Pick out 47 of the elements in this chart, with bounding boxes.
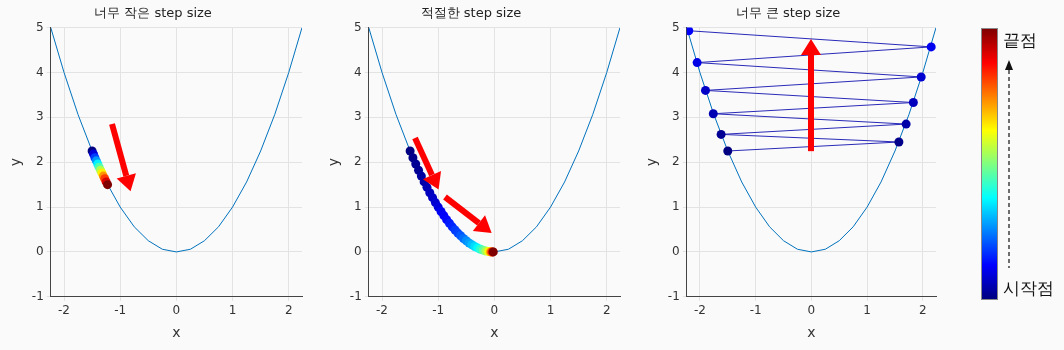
x-tick-label: 2 (284, 303, 293, 318)
x-tick-label: 0 (490, 303, 499, 318)
y-tick-label: 5 (672, 19, 680, 34)
x-tick-label: 0 (807, 303, 816, 318)
y-tick-label: 2 (36, 154, 44, 169)
y-tick-label: 3 (354, 109, 362, 124)
y-tick-label: 1 (36, 199, 44, 214)
y-tick-label: -1 (667, 288, 680, 303)
x-tick-label: -2 (58, 303, 71, 318)
x-axis-title: x (490, 324, 499, 341)
chart-title: 너무 작은 step size (94, 5, 212, 21)
x-tick-label: 0 (172, 303, 181, 318)
x-axis-title: x (807, 324, 816, 341)
y-tick-label: 4 (36, 64, 44, 79)
x-tick-label: 2 (919, 303, 927, 318)
x-tick-label: -1 (114, 303, 127, 318)
y-tick-label: -1 (349, 288, 362, 303)
x-tick-label: 2 (602, 303, 611, 318)
y-tick-label: 5 (354, 19, 362, 34)
y-tick-label: 0 (354, 244, 362, 259)
x-tick-label: 1 (228, 303, 237, 318)
x-tick-label: 1 (863, 303, 871, 318)
y-tick-label: 1 (354, 199, 362, 214)
x-axis-title: x (172, 324, 181, 341)
y-tick-label: -1 (31, 288, 44, 303)
x-tick-label: 1 (546, 303, 555, 318)
x-tick-label: -1 (749, 303, 762, 318)
y-axis-title: y (643, 158, 660, 167)
chart-title: 너무 큰 step size (735, 5, 841, 21)
y-tick-label: 0 (672, 244, 680, 259)
y-tick-label: 4 (354, 64, 362, 79)
y-tick-label: 3 (672, 109, 680, 124)
text: 시작점 (1003, 278, 1054, 298)
y-tick-label: 0 (36, 244, 44, 259)
y-tick-label: 3 (36, 109, 44, 124)
y-tick-label: 2 (354, 154, 362, 169)
x-tick-label: -2 (693, 303, 706, 318)
chart-title: 적절한 step size (420, 5, 522, 21)
y-axis-title: y (325, 158, 342, 167)
y-axis-title: y (7, 158, 24, 167)
y-tick-label: 1 (672, 199, 680, 214)
y-tick-label: 4 (672, 64, 680, 79)
x-tick-label: -2 (376, 303, 389, 318)
y-tick-label: 5 (36, 19, 44, 34)
text: 끝점 (1003, 30, 1037, 50)
x-tick-label: -1 (432, 303, 445, 318)
y-tick-label: 2 (672, 154, 680, 169)
